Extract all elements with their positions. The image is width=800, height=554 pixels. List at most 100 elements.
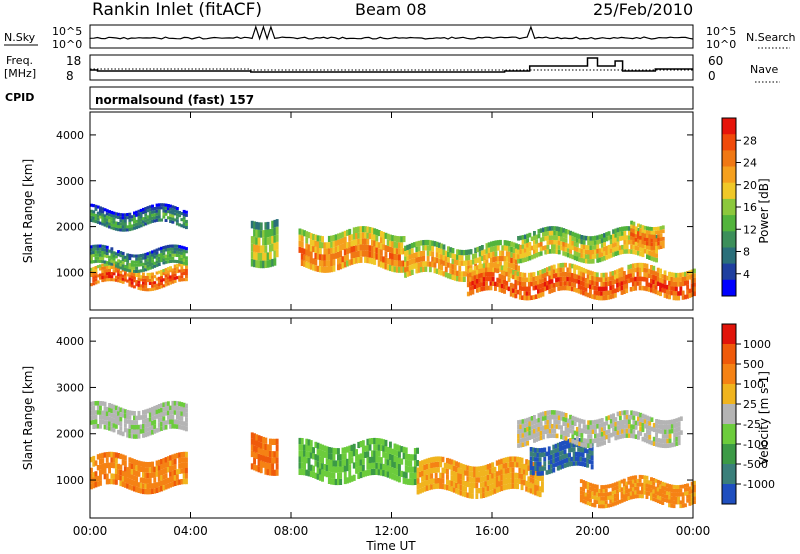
echo-cell (330, 447, 334, 454)
echo-cell (105, 218, 109, 222)
echo-cell (268, 438, 272, 445)
echo-cell (654, 494, 658, 499)
echo-cell (373, 468, 377, 475)
echo-cell (410, 269, 414, 275)
echo-cell (648, 416, 652, 422)
echo-cell (639, 239, 643, 244)
echo-cell (637, 228, 640, 233)
echo-cell (555, 273, 558, 278)
echo-cell (379, 261, 383, 268)
echo-cell (375, 235, 379, 242)
echo-cell (123, 423, 127, 428)
noise-tick-right-bottom: 10^0 (706, 38, 736, 51)
echo-cell (593, 488, 597, 492)
echo-cell (616, 269, 619, 274)
echo-cell (393, 247, 397, 254)
echo-cell (630, 244, 634, 250)
echo-cell (155, 414, 159, 419)
echo-cell (337, 448, 340, 455)
echo-cell (386, 233, 390, 240)
echo-cell (169, 476, 172, 483)
echo-cell (471, 280, 475, 286)
echo-cell (556, 456, 560, 462)
echo-cell (485, 285, 488, 291)
echo-cell (545, 451, 549, 457)
echo-cell (262, 443, 265, 450)
echo-cell (460, 249, 464, 256)
echo-cell (625, 414, 629, 420)
echo-cell (135, 486, 139, 493)
echo-cell (591, 438, 595, 444)
echo-cell (572, 442, 576, 448)
echo-cell (389, 441, 392, 448)
echo-cell (423, 470, 427, 476)
echo-cell (450, 486, 454, 492)
echo-cell (137, 429, 141, 434)
echo-cell (593, 499, 597, 504)
echo-cell (562, 232, 566, 238)
echo-cell (493, 483, 497, 489)
echo-cell (573, 287, 577, 292)
echo-cell (185, 268, 188, 272)
echo-cell (650, 440, 654, 446)
echo-cell (105, 251, 109, 255)
echo-cell (590, 464, 594, 470)
echo-cell (139, 269, 143, 273)
echo-cell (133, 276, 136, 280)
echo-cell (648, 250, 652, 256)
echo-cell (128, 218, 132, 222)
echo-cell (625, 485, 629, 490)
echo-cell (560, 227, 563, 232)
echo-cell (670, 272, 674, 277)
echo-cell (550, 265, 554, 270)
echo-cell (568, 448, 571, 453)
echo-cell (625, 283, 629, 289)
echo-cell (250, 243, 254, 252)
echo-cell (96, 259, 100, 263)
echo-cell (579, 486, 583, 491)
echo-cell (146, 221, 150, 225)
echo-cell (501, 245, 505, 251)
echo-cell (589, 494, 592, 499)
echo-cell (663, 284, 667, 289)
echo-cell (618, 250, 622, 255)
echo-cell (614, 417, 618, 422)
echo-cell (578, 238, 582, 244)
echo-cell (373, 246, 377, 253)
echo-cell (146, 417, 150, 423)
echo-cell (572, 456, 576, 462)
echo-cell (139, 224, 143, 228)
echo-cell (153, 482, 157, 489)
echo-cell (528, 251, 532, 256)
echo-cell (511, 467, 515, 473)
echo-cell (555, 410, 559, 416)
echo-cell (96, 280, 100, 284)
echo-cell (478, 264, 482, 269)
echo-cell (535, 252, 539, 258)
echo-cell (382, 256, 386, 263)
echo-cell (449, 247, 453, 253)
echo-cell (384, 464, 388, 471)
echo-cell (271, 469, 275, 476)
echo-cell (659, 245, 663, 249)
echo-cell (368, 463, 372, 470)
echo-cell (318, 260, 322, 267)
echo-cell (614, 228, 618, 234)
echo-cell (128, 462, 132, 469)
echo-cell (584, 462, 587, 467)
echo-cell (503, 275, 506, 280)
echo-cell (416, 478, 420, 484)
echo-cell (455, 482, 458, 489)
echo-cell (521, 442, 525, 447)
echo-cell (377, 254, 381, 261)
echo-cell (593, 272, 597, 277)
colorbar-tick-label: 28 (743, 134, 757, 147)
echo-cell (108, 468, 111, 474)
echo-cell (473, 482, 477, 489)
echo-cell (425, 458, 429, 464)
echo-cell (130, 254, 134, 258)
velocity-x-ticks: 00:00 04:00 08:00 12:00 16:00 20:00 00:00 (73, 112, 710, 538)
echo-cell (681, 503, 685, 508)
echo-cell (589, 498, 592, 503)
echo-cell (602, 488, 606, 493)
